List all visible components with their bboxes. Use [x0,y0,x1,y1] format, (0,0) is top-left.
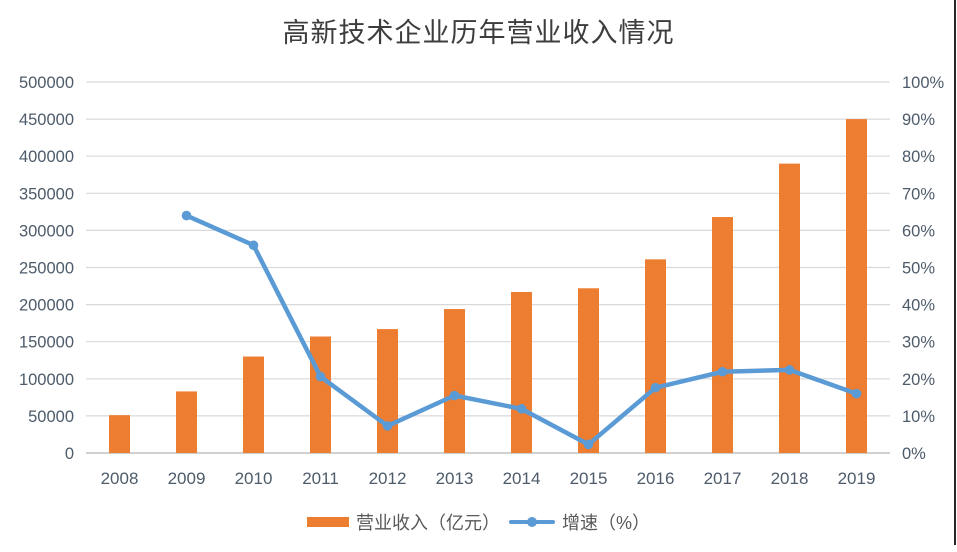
right-axis-labels: 0% 10% 20% 30% 40% 50% 60% 70% 80% 90% 100% [902,74,945,463]
revenue-swatch-icon [306,517,349,527]
gridlines [86,81,890,454]
year-label-2014: 2014 [503,469,541,488]
left-tick-label: 500000 [19,74,74,92]
left-tick-label: 350000 [19,185,74,203]
year-label-2010: 2010 [235,469,273,488]
growth-marker [851,388,862,399]
x-axis-labels: 2008 2009 2010 2011 2012 2013 2014 2015 2016 2017… [101,469,876,488]
revenue-bar-2008 [109,415,130,453]
left-tick-label: 0 [65,445,74,463]
revenue-bar-2012 [377,329,398,453]
growth-marker [583,439,594,450]
year-label-2016: 2016 [637,469,675,488]
right-tick-label: 10% [902,408,935,426]
legend: 营业收入（亿元） 增速（%） [0,509,957,535]
right-tick-label: 30% [902,334,935,352]
screenshot-edge-line [954,0,956,545]
left-tick-label: 300000 [19,222,74,240]
revenue-bar-2015 [578,288,599,453]
right-tick-label: 50% [902,260,935,278]
legend-item-growth: 增速（%） [508,509,650,535]
right-tick-label: 60% [902,222,935,240]
right-tick-label: 20% [902,371,935,389]
growth-marker [650,382,661,393]
left-axis-labels: 0 50000 100000 150000 200000 250000 300000 3500… [19,74,74,463]
right-tick-label: 0% [902,445,926,463]
year-label-2011: 2011 [302,469,339,488]
right-tick-label: 70% [902,185,935,203]
revenue-bar-2019 [846,119,867,453]
chart-title: 高新技术企业历年营业收入情况 [282,18,675,49]
right-tick-label: 100% [902,74,945,92]
right-tick-label: 80% [902,148,935,166]
left-tick-label: 200000 [19,297,74,315]
growth-marker [181,210,192,221]
growth-marker [449,390,460,401]
legend-item-revenue: 营业收入（亿元） [306,509,500,535]
revenue-bar-2011 [310,336,331,453]
revenue-bar-2018 [779,163,800,453]
left-tick-label: 50000 [28,408,74,426]
year-label-2019: 2019 [838,469,876,488]
growth-markers [181,210,862,450]
legend-label-revenue: 营业收入（亿元） [355,513,500,533]
left-tick-label: 450000 [19,111,74,129]
revenue-bar-2014 [511,291,532,453]
year-label-2008: 2008 [101,469,139,488]
year-label-2015: 2015 [570,469,608,488]
growth-marker [248,240,259,251]
revenue-bar-2016 [645,259,666,453]
growth-marker [382,421,393,431]
left-tick-label: 250000 [19,260,74,278]
revenue-bar-2009 [176,391,197,453]
growth-marker [516,404,527,414]
year-label-2009: 2009 [168,469,206,488]
legend-label-growth: 增速（%） [561,513,650,533]
right-tick-label: 40% [902,297,935,315]
right-tick-label: 90% [902,111,935,129]
left-tick-label: 400000 [19,148,74,166]
revenue-bar-2013 [444,309,465,453]
left-tick-label: 150000 [19,334,74,352]
growth-swatch-icon [508,517,555,527]
revenue-bar-2017 [712,217,733,453]
revenue-bar-2010 [243,356,264,453]
growth-marker [315,371,326,382]
year-label-2012: 2012 [369,469,407,488]
growth-marker [717,366,728,377]
growth-marker [784,365,795,375]
year-label-2013: 2013 [436,469,474,488]
year-label-2017: 2017 [704,469,742,488]
left-tick-label: 100000 [19,371,74,389]
year-label-2018: 2018 [771,469,809,488]
